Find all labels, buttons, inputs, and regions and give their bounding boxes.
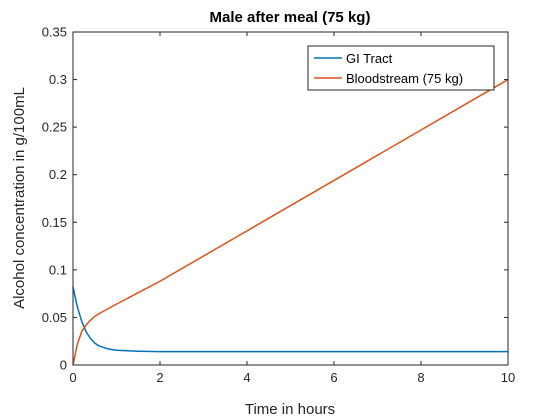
y-tick-label: 0.35	[42, 25, 67, 40]
chart-title: Male after meal (75 kg)	[210, 9, 371, 26]
x-axis-label: Time in hours	[245, 401, 335, 418]
legend: GI Tract Bloodstream (75 kg)	[307, 45, 495, 91]
x-tick-label: 4	[243, 370, 250, 385]
y-tick-label: 0.05	[42, 310, 67, 325]
series-layer	[72, 78, 509, 366]
y-tick-label: 0.15	[42, 215, 67, 230]
y-tick-label: 0.3	[49, 72, 67, 87]
legend-entry-gi-tract: GI Tract	[346, 51, 393, 66]
y-tick-label: 0.2	[49, 167, 67, 182]
x-tick-label: 0	[69, 370, 76, 385]
x-tick-label: 6	[330, 370, 337, 385]
x-tick-label: 10	[501, 370, 515, 385]
y-tick-label: 0.25	[42, 120, 67, 135]
x-tick-label: 2	[156, 370, 163, 385]
y-axis-ticks: 0 0.05 0.1 0.15 0.2 0.25 0.3 0.35	[42, 25, 508, 373]
legend-entry-bloodstream: Bloodstream (75 kg)	[346, 71, 463, 86]
series-line-bloodstream-75-kg	[72, 78, 509, 366]
y-axis-label: Alcohol concentration in g/100mL	[11, 87, 28, 309]
x-axis-ticks: 0 2 4 6 8 10	[69, 32, 515, 385]
series-line-gi-tract	[72, 286, 508, 353]
y-tick-label: 0.1	[49, 262, 67, 277]
y-tick-label: 0	[60, 358, 67, 373]
x-tick-label: 8	[417, 370, 424, 385]
axes-box	[72, 31, 509, 366]
legend-box	[307, 45, 495, 91]
